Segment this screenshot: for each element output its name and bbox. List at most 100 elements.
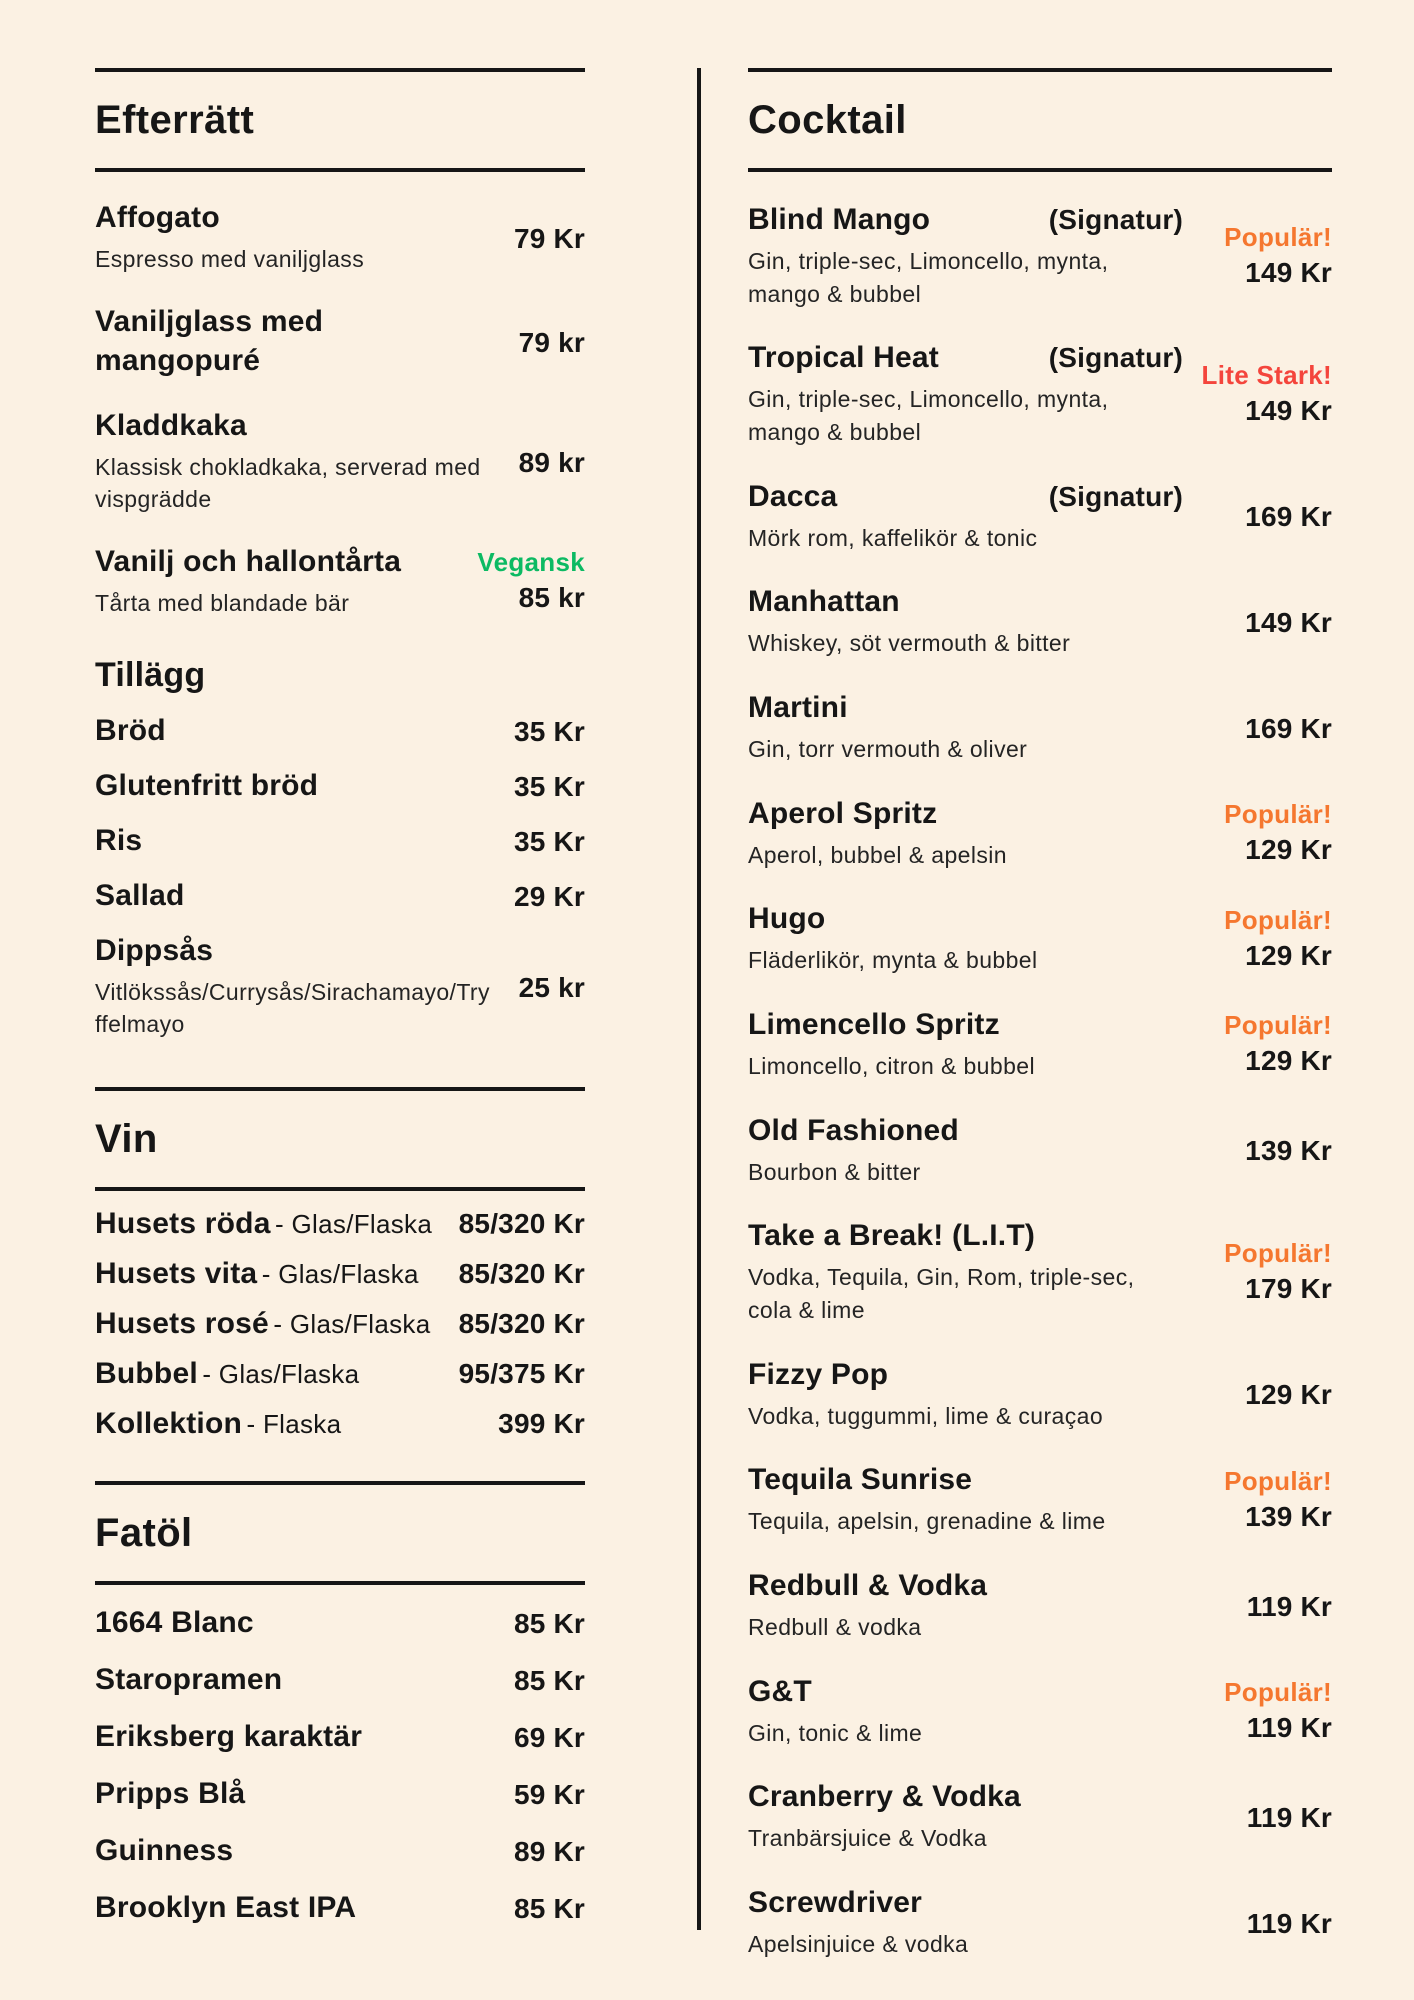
item-price: 69 Kr: [513, 1722, 585, 1754]
item-text: Cranberry & Vodka Tranbärsjuice & Vodka: [748, 1777, 1183, 1855]
item-text: Staropramen: [95, 1660, 282, 1699]
menu-item: Bubbel - Glas/Flaska 95/375 Kr: [95, 1357, 585, 1391]
dessert-section-title: Efterrätt: [95, 98, 255, 142]
wine-section-header: Vin: [95, 1086, 585, 1191]
item-name: Take a Break! (L.I.T): [748, 1219, 1036, 1253]
item-signature-tag: (Signatur): [1048, 204, 1183, 235]
item-description: Tårta med blandade bär: [95, 589, 350, 616]
item-text: Martini Gin, torr vermouth & oliver: [748, 688, 1183, 766]
item-pricing: Populär! 129 Kr: [1224, 905, 1332, 972]
item-price: 85 Kr: [513, 1893, 585, 1925]
item-text: Take a Break! (L.I.T) Vodka, Tequila, Gi…: [748, 1216, 1183, 1326]
item-name: Brooklyn East IPA: [95, 1890, 357, 1924]
item-name: Sallad: [95, 878, 185, 912]
item-price: 85/320 Kr: [458, 1307, 585, 1339]
item-price: 169 Kr: [1245, 712, 1332, 744]
item-name: Old Fashioned: [748, 1113, 959, 1147]
item-pricing: Populär! 129 Kr: [1224, 799, 1332, 866]
beer-item-list: 1664 Blanc 85 Kr Staropramen: [95, 1603, 585, 1927]
item-description: Fläderlikör, mynta & bubbel: [748, 947, 1038, 974]
menu-item: Dippsås Vitlökssås/Currysås/Sirachamayo/…: [95, 931, 585, 1041]
item-description: Tequila, apelsin, grenadine & lime: [748, 1508, 1106, 1535]
item-price: 35 Kr: [513, 826, 585, 858]
item-serving: - Flaska: [246, 1408, 342, 1439]
item-text: Limencello Spritz Limoncello, citron & b…: [748, 1005, 1183, 1083]
menu-item: Blind Mango (Signatur) Gin, triple-sec, …: [748, 200, 1332, 310]
item-name-row: Take a Break! (L.I.T): [748, 1216, 1183, 1255]
item-text: Husets röda - Glas/Flaska: [95, 1207, 432, 1241]
item-text: Kollektion - Flaska: [95, 1407, 341, 1441]
item-name: Husets röda: [95, 1206, 271, 1240]
item-name: Husets vita: [95, 1256, 258, 1290]
item-price: 169 Kr: [1245, 501, 1332, 533]
item-text: Manhattan Whiskey, söt vermouth & bitter: [748, 582, 1183, 660]
menu-item: G&T Gin, tonic & lime Populär! 119 Kr: [748, 1672, 1332, 1750]
addons-item-list: Bröd 35 Kr Glutenfritt bröd: [95, 711, 585, 1041]
menu-item: Aperol Spritz Aperol, bubbel & apelsin P…: [748, 794, 1332, 872]
cocktail-item-list: Blind Mango (Signatur) Gin, triple-sec, …: [748, 200, 1332, 1960]
item-serving: - Glas/Flaska: [261, 1258, 419, 1289]
item-pricing: 89 Kr: [514, 1832, 585, 1868]
item-text: G&T Gin, tonic & lime: [748, 1672, 1183, 1750]
item-pricing: 35 Kr: [514, 712, 585, 748]
menu-item: Sallad 29 Kr: [95, 876, 585, 915]
item-pricing: 119 Kr: [1247, 1587, 1332, 1623]
menu-item: Ris 35 Kr: [95, 821, 585, 860]
menu-item: Dacca (Signatur) Mörk rom, kaffelikör & …: [748, 477, 1332, 555]
left-column: Efterrätt Affogato Espresso med vaniljgl…: [95, 0, 585, 1927]
menu-item: Brooklyn East IPA 85 Kr: [95, 1888, 585, 1927]
item-serving: - Glas/Flaska: [202, 1358, 360, 1389]
item-description: Espresso med vaniljglass: [95, 246, 365, 272]
item-text: Eriksberg karaktär: [95, 1717, 362, 1756]
item-price: 129 Kr: [1245, 833, 1332, 865]
item-pricing: 69 Kr: [514, 1718, 585, 1754]
item-name: Limencello Spritz: [748, 1007, 1000, 1041]
item-description: Vodka, tuggummi, lime & curaçao: [748, 1402, 1104, 1429]
item-name-row: Blind Mango (Signatur): [748, 200, 1183, 239]
menu-item: Bröd 35 Kr: [95, 711, 585, 750]
item-price: 95/375 Kr: [458, 1357, 585, 1389]
item-name: Kladdkaka: [95, 408, 247, 442]
item-price: 89 Kr: [513, 1836, 585, 1868]
item-pricing: 169 Kr: [1245, 497, 1332, 533]
item-description: Gin, tonic & lime: [748, 1719, 923, 1746]
item-text: Bubbel - Glas/Flaska: [95, 1357, 359, 1391]
item-badge: Populär!: [1224, 221, 1332, 252]
item-name: Martini: [748, 690, 848, 724]
item-name: Affogato: [95, 201, 220, 234]
item-badge: Populär!: [1224, 798, 1332, 829]
item-pricing: 85 Kr: [514, 1889, 585, 1925]
item-text: Tropical Heat (Signatur) Gin, triple-sec…: [748, 338, 1183, 448]
item-name-row: Redbull & Vodka: [748, 1566, 1183, 1605]
item-price: 129 Kr: [1245, 939, 1332, 971]
item-text: Blind Mango (Signatur) Gin, triple-sec, …: [748, 200, 1183, 310]
item-text: Old Fashioned Bourbon & bitter: [748, 1111, 1183, 1189]
item-price: 119 Kr: [1246, 1711, 1332, 1743]
item-pricing: 119 Kr: [1247, 1798, 1332, 1834]
item-pricing: 79 kr: [519, 323, 585, 359]
wine-section-title: Vin: [95, 1116, 158, 1161]
item-pricing: 35 Kr: [514, 822, 585, 858]
item-name: G&T: [748, 1674, 812, 1708]
menu-item: Husets vita - Glas/Flaska 85/320 Kr: [95, 1257, 585, 1291]
item-name: Blind Mango: [748, 203, 931, 236]
item-name-row: Aperol Spritz: [748, 794, 1183, 833]
item-description: Whiskey, söt vermouth & bitter: [748, 630, 1071, 657]
item-price: 85 Kr: [513, 1665, 585, 1697]
item-text: Guinness: [95, 1831, 233, 1870]
menu-item: Screwdriver Apelsinjuice & vodka 119 Kr: [748, 1883, 1332, 1961]
item-name-row: Tequila Sunrise: [748, 1460, 1183, 1499]
item-text: Husets rosé - Glas/Flaska: [95, 1307, 430, 1341]
item-price: 399 Kr: [498, 1407, 585, 1439]
item-price: 139 Kr: [1245, 1135, 1332, 1167]
item-text: Tequila Sunrise Tequila, apelsin, grenad…: [748, 1460, 1183, 1538]
item-pricing: Populär! 179 Kr: [1224, 1238, 1332, 1305]
item-description: Aperol, bubbel & apelsin: [748, 841, 1007, 868]
item-description: Tranbärsjuice & Vodka: [748, 1825, 987, 1852]
item-pricing: 139 Kr: [1245, 1131, 1332, 1167]
item-badge: Populär!: [1224, 904, 1332, 935]
menu-item: 1664 Blanc 85 Kr: [95, 1603, 585, 1642]
item-name-row: Hugo: [748, 899, 1183, 938]
item-text: Glutenfritt bröd: [95, 766, 318, 805]
item-pricing: 85 Kr: [514, 1661, 585, 1697]
